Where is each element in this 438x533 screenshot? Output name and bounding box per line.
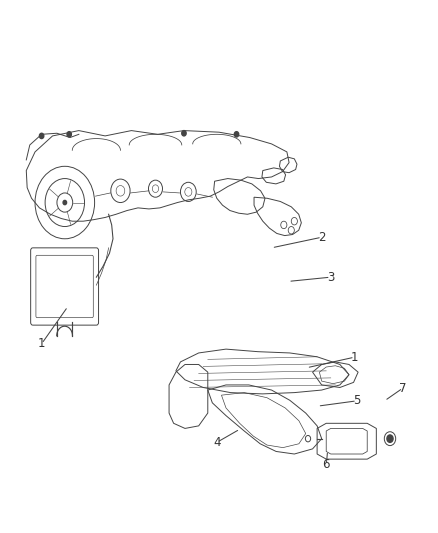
Text: 5: 5 — [353, 394, 360, 407]
Text: 1: 1 — [351, 351, 359, 364]
Circle shape — [39, 133, 44, 139]
Circle shape — [234, 132, 239, 137]
Circle shape — [63, 200, 67, 205]
Text: 2: 2 — [318, 231, 326, 244]
Circle shape — [387, 435, 393, 442]
Circle shape — [182, 131, 186, 136]
Text: 7: 7 — [399, 382, 407, 394]
Text: 1: 1 — [38, 337, 46, 350]
Text: 6: 6 — [322, 458, 330, 471]
Text: 3: 3 — [327, 271, 334, 284]
Circle shape — [67, 132, 71, 137]
Text: 4: 4 — [213, 436, 221, 449]
